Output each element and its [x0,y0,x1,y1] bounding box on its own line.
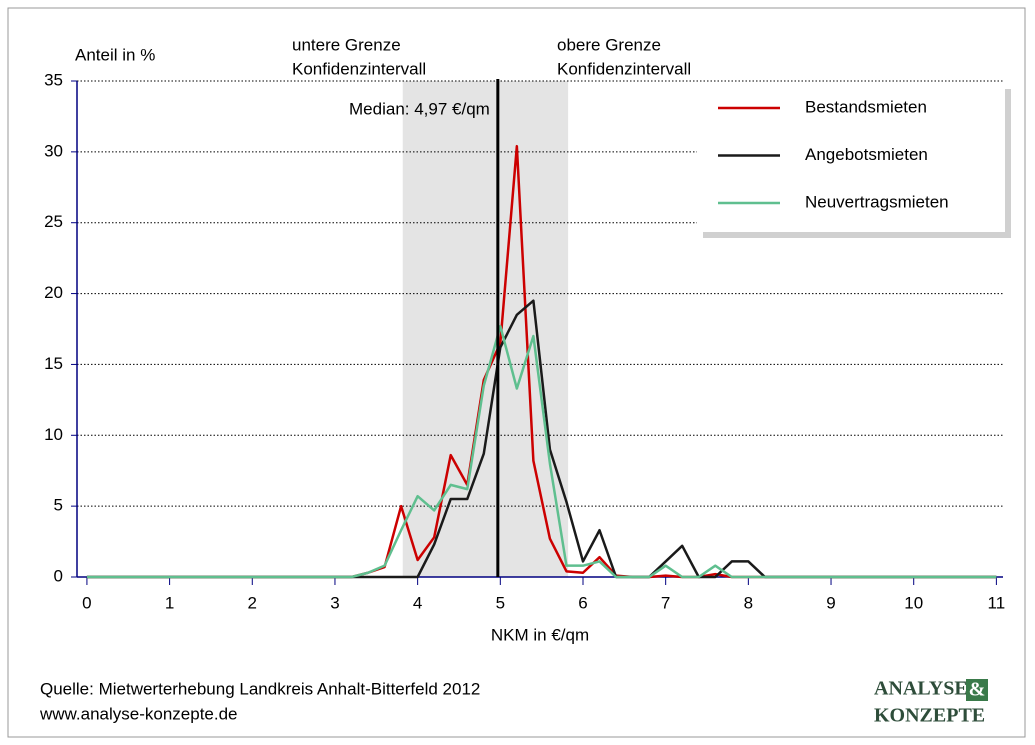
y-tick-label: 5 [54,496,63,515]
logo: KONZEPTE [874,705,985,727]
x-tick-label: 5 [496,593,505,612]
x-tick-label: 4 [413,593,422,612]
y-tick-label: 10 [44,425,63,444]
x-axis-label: NKM in €/qm [491,625,589,644]
legend-label: Neuvertragsmieten [805,192,949,211]
y-tick-label: 25 [44,212,63,231]
x-tick-label: 3 [330,593,339,612]
legend-label: Angebotsmieten [805,145,928,164]
legend-label: Bestandsmieten [805,97,927,116]
y-tick-label: 0 [54,566,63,585]
x-tick-label: 1 [165,593,174,612]
y-tick-label: 35 [44,70,63,89]
x-tick-label: 8 [744,593,753,612]
series-line [86,324,997,579]
logo: & [969,679,986,701]
y-axis-label: Anteil in % [75,45,155,64]
source: Quelle: Mietwerterhebung Landkreis Anhal… [40,679,480,698]
annotation: Konfidenzintervall [292,59,426,78]
annotation: obere Grenze [557,35,661,54]
y-tick-label: 15 [44,354,63,373]
y-tick-label: 30 [44,141,63,160]
median-label: Median: 4,97 €/qm [349,99,490,118]
logo-box [966,679,988,701]
annotation: Konfidenzintervall [557,59,691,78]
x-tick-label: 11 [988,593,1006,612]
x-tick-label: 7 [661,593,670,612]
x-tick-label: 9 [826,593,835,612]
x-tick-label: 10 [904,593,923,612]
logo: ANALYSE [874,678,968,700]
x-tick-label: 6 [578,593,587,612]
annotation: untere Grenze [292,35,401,54]
x-tick-label: 0 [82,593,91,612]
source: www.analyse-konzepte.de [39,704,238,723]
x-tick-label: 2 [248,593,257,612]
y-tick-label: 20 [44,283,63,302]
